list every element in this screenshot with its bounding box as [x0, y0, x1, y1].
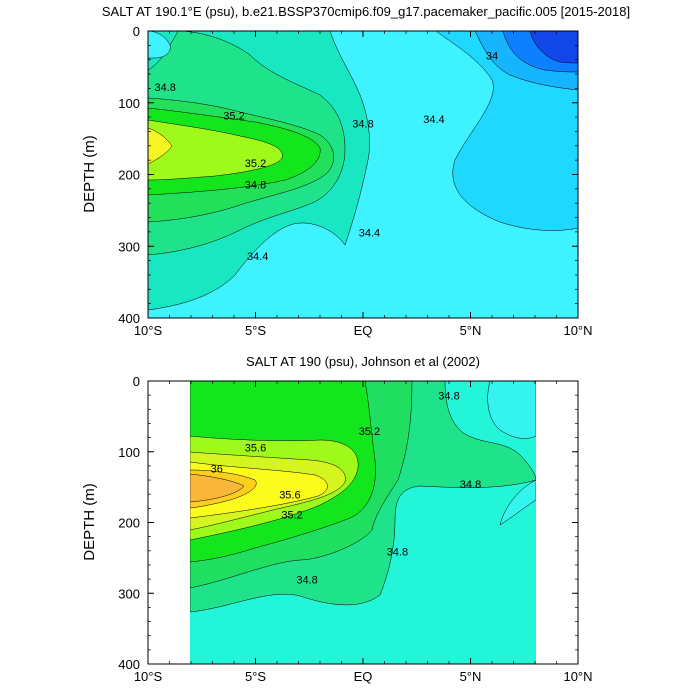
- y-axis-title-model: DEPTH (m): [81, 135, 98, 213]
- x-tick-label: 10°S: [134, 323, 163, 338]
- fill-34_6-ne: [487, 381, 536, 439]
- contour-label: 35.2: [245, 158, 266, 170]
- x-tick-label: 10°N: [563, 323, 592, 338]
- fill-35_6: [148, 127, 173, 165]
- contour-label: 35.6: [279, 490, 300, 502]
- axes-obs: 10°S 5°S EQ 5°N 10°N 0 100 200 300 400: [118, 374, 592, 684]
- fill-34_6-surface: [148, 31, 171, 59]
- x-tick-label: EQ: [354, 323, 373, 338]
- x-tick-label: 5°S: [245, 669, 266, 684]
- contour-label: 34.8: [296, 575, 317, 587]
- x-tick-label: EQ: [354, 669, 373, 684]
- contour-label: 34.8: [438, 391, 459, 403]
- contour-fill-model: [148, 31, 578, 318]
- contour-label: 34.8: [154, 82, 175, 94]
- fill-33_6: [529, 31, 578, 64]
- y-tick-label: 400: [118, 311, 140, 326]
- fill-34_6-e: [499, 479, 536, 526]
- fill-35_4: [148, 119, 283, 181]
- contour-label: 34.4: [247, 251, 268, 263]
- contour-label: 34.8: [387, 546, 408, 558]
- contour-label: 34: [486, 50, 498, 62]
- contour-label: 34.8: [352, 118, 373, 130]
- panel-model: SALT AT 190.1°E (psu), b.e21.BSSP370cmip…: [81, 4, 630, 338]
- contour-labels-model: 34.8 35.2 35.2 34.8 34.4 34.8 34.4 34.4 34: [154, 50, 498, 263]
- panel-obs: SALT AT 190 (psu), Johnson et al (2002): [81, 354, 593, 684]
- panel-title-model: SALT AT 190.1°E (psu), b.e21.BSSP370cmip…: [102, 4, 630, 19]
- y-axis-title-obs: DEPTH (m): [81, 483, 98, 561]
- y-tick-label: 400: [118, 657, 140, 672]
- y-tick-label: 300: [118, 586, 140, 601]
- contour-label: 34.8: [245, 179, 266, 191]
- fill-36_2: [190, 473, 245, 503]
- x-tick-label: 10°S: [134, 669, 163, 684]
- y-tick-label: 100: [118, 445, 140, 460]
- axes-model: 10°S 5°S EQ 5°N 10°N 0 100 200 300 400: [118, 24, 592, 338]
- x-tick-label: 5°N: [460, 323, 482, 338]
- contour-label: 36: [211, 464, 223, 476]
- contour-label: 34.4: [423, 114, 444, 126]
- contour-label: 34.4: [359, 227, 380, 239]
- contour-label: 35.2: [359, 426, 380, 438]
- panel-title-obs: SALT AT 190 (psu), Johnson et al (2002): [246, 354, 480, 369]
- contour-labels-obs: 36 35.6 35.6 35.2 35.2 34.8 34.8 34.8 34.8: [211, 391, 482, 587]
- x-tick-label: 10°N: [563, 669, 592, 684]
- y-tick-label: 200: [118, 516, 140, 531]
- y-tick-label: 200: [118, 168, 140, 183]
- y-tick-label: 300: [118, 239, 140, 254]
- y-tick-label: 0: [133, 374, 140, 389]
- y-tick-label: 100: [118, 96, 140, 111]
- y-tick-label: 0: [133, 24, 140, 39]
- contour-fill-obs: [190, 381, 536, 664]
- contour-label: 34.8: [460, 479, 481, 491]
- contour-label: 35.2: [223, 111, 244, 123]
- x-tick-label: 5°N: [460, 669, 482, 684]
- contour-label: 35.2: [281, 510, 302, 522]
- x-tick-label: 5°S: [245, 323, 266, 338]
- contour-label: 35.6: [245, 442, 266, 454]
